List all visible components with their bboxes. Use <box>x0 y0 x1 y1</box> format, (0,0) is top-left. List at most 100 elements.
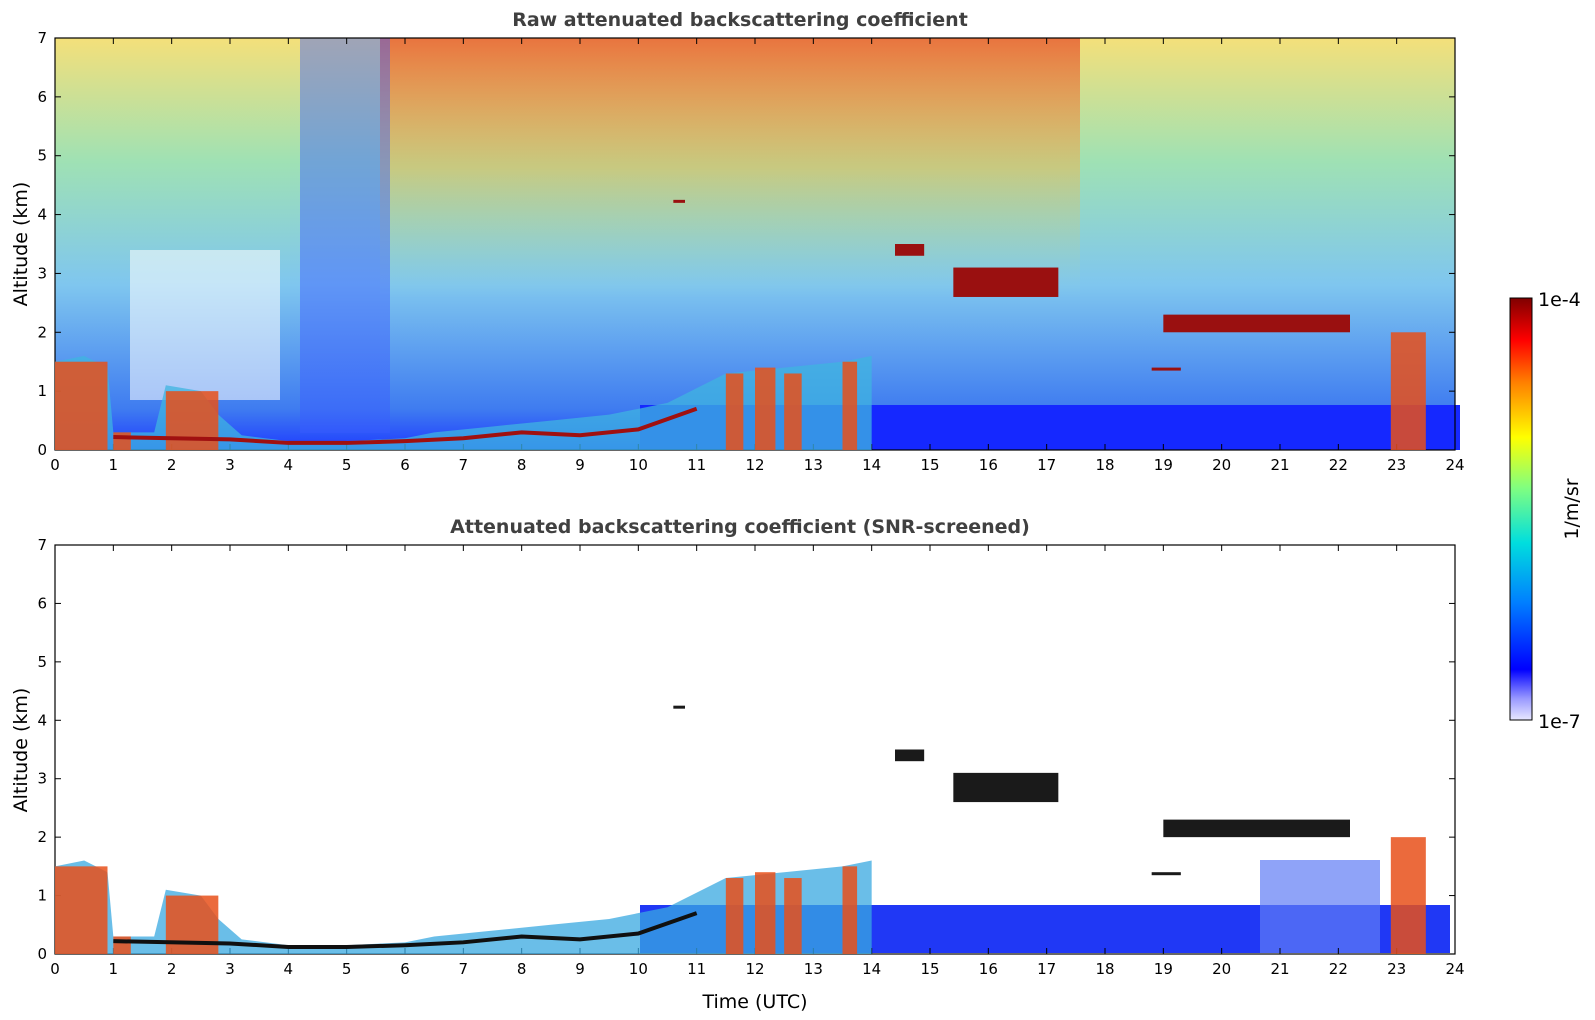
x-tick-label: 18 <box>1095 960 1114 978</box>
x-tick-label: 13 <box>804 960 823 978</box>
aerosol-column <box>784 878 802 954</box>
x-tick-label: 23 <box>1387 456 1406 474</box>
heatmap-raw-blue-streak <box>300 38 390 433</box>
x-tick-label: 0 <box>50 456 60 474</box>
x-tick-label: 4 <box>284 960 294 978</box>
marks-screened <box>55 705 1426 954</box>
boundary-layer-top-line <box>113 406 698 445</box>
heatmap-raw-warm-region <box>380 38 1080 298</box>
x-tick-label: 11 <box>687 960 706 978</box>
x-tick-label: 16 <box>979 456 998 474</box>
y-tick-label: 0 <box>37 945 47 963</box>
y-tick-label: 1 <box>37 382 47 400</box>
aerosol-column <box>165 895 219 954</box>
x-tick-label: 21 <box>1270 960 1289 978</box>
x-tick-label: 12 <box>745 456 764 474</box>
cloud-layer <box>953 267 1059 297</box>
xlabel-screened: Time (UTC) <box>701 991 807 1013</box>
x-tick-label: 24 <box>1445 960 1464 978</box>
aerosol-column <box>165 391 219 450</box>
x-tick-label: 13 <box>804 456 823 474</box>
x-tick-label: 11 <box>687 456 706 474</box>
x-tick-label: 6 <box>400 456 410 474</box>
x-tick-label: 14 <box>862 456 881 474</box>
cloud-layer <box>673 199 685 203</box>
aerosol-column <box>842 866 858 954</box>
x-tick-label: 7 <box>459 456 469 474</box>
y-tick-label: 6 <box>37 594 47 612</box>
marks-raw <box>55 199 1426 450</box>
x-tick-label: 19 <box>1154 960 1173 978</box>
x-tick-label: 5 <box>342 960 352 978</box>
axes-ticks-screened: 0 1 2 3 4 5 6 7 8 9 10 11 12 13 14 15 16 17 18 19 20 21 22 23 24… <box>37 536 1464 978</box>
x-tick-label: 10 <box>629 456 648 474</box>
boundary-layer-region <box>55 355 872 450</box>
aerosol-column <box>784 373 802 450</box>
cloud-layer <box>953 772 1059 803</box>
y-tick-label: 4 <box>37 206 47 224</box>
x-tick-label: 3 <box>225 456 235 474</box>
boundary-layer-region <box>55 860 872 954</box>
x-tick-label: 14 <box>862 960 881 978</box>
aerosol-column <box>1390 332 1426 450</box>
cloud-layer <box>673 705 685 709</box>
x-tick-label: 18 <box>1095 456 1114 474</box>
x-tick-label: 15 <box>920 456 939 474</box>
aerosol-column <box>755 872 776 954</box>
x-tick-label: 2 <box>167 960 177 978</box>
x-tick-label: 17 <box>1037 960 1056 978</box>
colorbar-unit-label: 1/m/sr <box>1561 478 1583 539</box>
y-tick-label: 1 <box>37 887 47 905</box>
heatmap-raw-clear-region <box>130 250 280 400</box>
colorbar: 1e-4 1e-7 1/m/sr <box>1509 289 1583 733</box>
x-tick-label: 21 <box>1270 456 1289 474</box>
x-tick-label: 24 <box>1445 456 1464 474</box>
colorbar-gradient <box>1509 297 1533 721</box>
x-tick-label: 3 <box>225 960 235 978</box>
x-tick-label: 23 <box>1387 960 1406 978</box>
aerosol-column <box>113 432 131 450</box>
cloud-layer <box>1163 314 1350 333</box>
colorbar-min-label: 1e-7 <box>1538 711 1581 733</box>
aerosol-column <box>725 373 744 450</box>
x-tick-label: 8 <box>517 960 527 978</box>
x-tick-label: 19 <box>1154 456 1173 474</box>
cloud-layer <box>1151 872 1181 876</box>
x-tick-label: 20 <box>1212 960 1231 978</box>
aerosol-column <box>113 936 131 954</box>
cloud-layer <box>895 749 925 762</box>
aerosol-column <box>1390 837 1426 954</box>
x-tick-label: 12 <box>745 960 764 978</box>
x-tick-label: 22 <box>1329 456 1348 474</box>
x-tick-label: 20 <box>1212 456 1231 474</box>
y-tick-label: 5 <box>37 653 47 671</box>
cloud-layer <box>895 244 925 256</box>
ylabel-screened: Altitude (km) <box>10 688 32 813</box>
y-tick-label: 0 <box>37 441 47 459</box>
x-tick-label: 4 <box>284 456 294 474</box>
colorbar-max-label: 1e-4 <box>1538 289 1581 311</box>
x-tick-label: 8 <box>517 456 527 474</box>
aerosol-column <box>725 878 744 954</box>
aerosol-column <box>55 866 108 954</box>
x-tick-label: 16 <box>979 960 998 978</box>
x-tick-label: 6 <box>400 960 410 978</box>
aerosol-column <box>842 361 858 450</box>
x-tick-label: 7 <box>459 960 469 978</box>
y-tick-label: 7 <box>37 536 47 554</box>
x-tick-label: 1 <box>109 456 119 474</box>
x-tick-label: 15 <box>920 960 939 978</box>
x-tick-label: 10 <box>629 960 648 978</box>
heatmap-screened-blue-cloud <box>1260 860 1380 953</box>
y-tick-label: 4 <box>37 711 47 729</box>
panel-title-screened: Attenuated backscattering coefficient (S… <box>450 516 1030 538</box>
cloud-layer <box>1163 819 1350 838</box>
x-tick-label: 22 <box>1329 960 1348 978</box>
x-tick-label: 9 <box>575 456 585 474</box>
y-tick-label: 6 <box>37 88 47 106</box>
y-tick-label: 3 <box>37 264 47 282</box>
cloud-layer <box>1151 367 1181 371</box>
x-tick-label: 1 <box>109 960 119 978</box>
ylabel-raw: Altitude (km) <box>10 182 32 307</box>
